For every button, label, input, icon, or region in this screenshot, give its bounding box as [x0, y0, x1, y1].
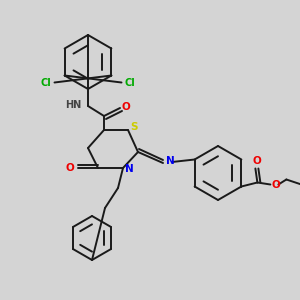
- Text: N: N: [166, 156, 175, 166]
- Text: Cl: Cl: [124, 77, 135, 88]
- Text: O: O: [272, 179, 280, 190]
- Text: O: O: [122, 102, 131, 112]
- Text: O: O: [65, 163, 74, 173]
- Text: O: O: [252, 157, 261, 166]
- Text: HN: HN: [65, 100, 81, 110]
- Text: S: S: [130, 122, 137, 132]
- Text: Cl: Cl: [41, 77, 52, 88]
- Text: N: N: [125, 164, 134, 174]
